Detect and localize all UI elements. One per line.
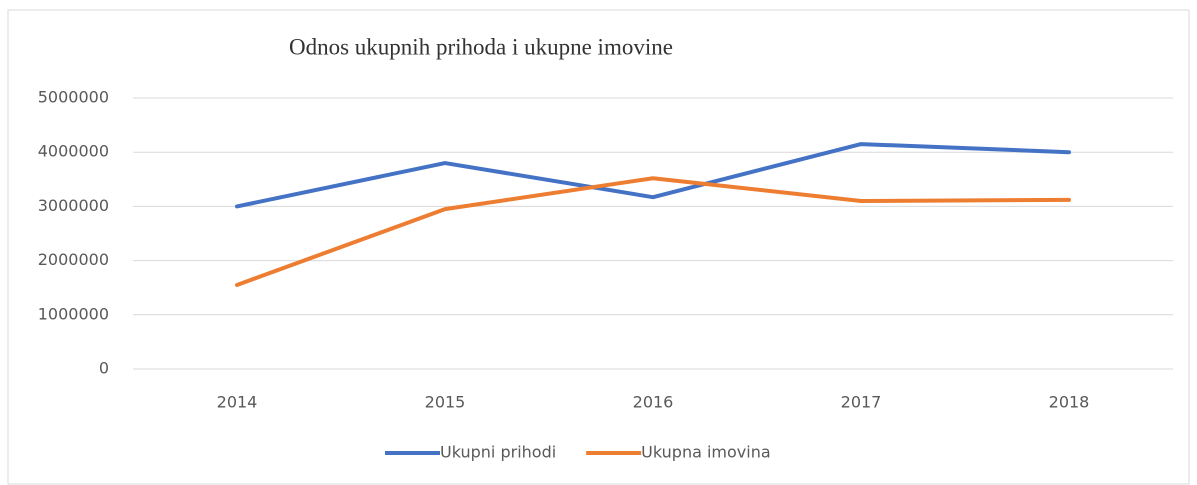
- series-line: [235, 176, 1071, 287]
- y-tick-label: 2000000: [38, 250, 109, 269]
- chart-title: Odnos ukupnih prihoda i ukupne imovine: [289, 34, 673, 59]
- x-tick-label: 2017: [841, 393, 882, 412]
- y-tick-label: 4000000: [38, 142, 109, 161]
- x-tick-label: 2016: [633, 393, 674, 412]
- x-tick-label: 2018: [1049, 393, 1090, 412]
- y-tick-label: 0: [99, 359, 109, 378]
- y-tick-label: 5000000: [38, 88, 109, 107]
- y-tick-label: 1000000: [38, 304, 109, 323]
- x-tick-label: 2015: [425, 393, 466, 412]
- chart-frame: [7, 9, 1190, 485]
- legend-label: Ukupna imovina: [641, 443, 771, 462]
- x-tick-label: 2014: [217, 393, 258, 412]
- legend-label: Ukupni prihodi: [440, 443, 556, 462]
- series-line: [235, 142, 1071, 209]
- y-tick-label: 3000000: [38, 196, 109, 215]
